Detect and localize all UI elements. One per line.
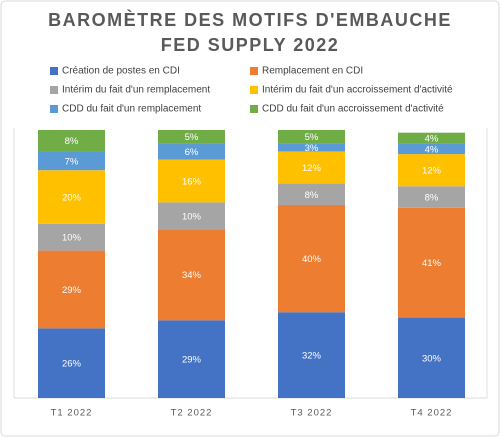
data-label: 30%	[422, 353, 442, 364]
legend-label: Création de postes en CDI	[62, 66, 180, 77]
bar-segment	[398, 317, 465, 398]
data-label: 34%	[182, 270, 202, 281]
data-label: 26%	[62, 359, 82, 370]
data-label: 5%	[185, 132, 199, 143]
legend-swatch	[250, 86, 258, 94]
x-tick-label: T1 2022	[51, 408, 93, 419]
bar-segment	[158, 320, 225, 398]
legend-swatch	[50, 86, 58, 94]
legend-label: Intérim du fait d'un accroissement d'act…	[262, 85, 453, 96]
bar-segment	[278, 143, 345, 152]
bar-segment	[398, 143, 465, 155]
data-label: 5%	[305, 132, 319, 143]
bar-segment	[38, 250, 105, 329]
data-label: 29%	[62, 285, 82, 296]
legend-label: Intérim du fait d'un remplacement	[62, 85, 210, 96]
data-label: 4%	[425, 134, 439, 145]
data-label: 16%	[182, 176, 202, 187]
data-label: 20%	[62, 193, 82, 204]
data-label: 4%	[425, 144, 439, 155]
bar-segment	[38, 170, 105, 224]
bar-segment	[158, 202, 225, 230]
x-tick-label: T4 2022	[411, 408, 453, 419]
legend-swatch	[250, 67, 258, 75]
bar-segment	[278, 312, 345, 398]
legend-swatch	[50, 105, 58, 113]
x-tick-label: T3 2022	[291, 408, 333, 419]
data-label: 10%	[62, 233, 82, 244]
data-label: 6%	[185, 147, 199, 158]
data-label: 8%	[425, 193, 439, 204]
bar-segment	[158, 130, 225, 144]
chart-title: BAROMÈTRE DES MOTIFS D'EMBAUCHE FED SUPP…	[48, 10, 452, 55]
data-label: 8%	[65, 136, 79, 147]
bar-segment	[158, 229, 225, 321]
legend-swatch	[50, 67, 58, 75]
bar-segment	[278, 151, 345, 184]
bar-segment	[278, 205, 345, 313]
bar-segment	[158, 159, 225, 203]
data-label: 12%	[422, 166, 442, 177]
data-label: 40%	[302, 254, 322, 265]
data-label: 41%	[422, 258, 442, 269]
bar-segment	[398, 154, 465, 187]
data-label: 32%	[302, 351, 322, 362]
bar-segment	[398, 132, 465, 144]
x-tick-label: T2 2022	[171, 408, 213, 419]
data-label: 7%	[65, 156, 79, 167]
bar-segment	[158, 143, 225, 160]
data-label: 12%	[302, 163, 322, 174]
bar-segment	[278, 183, 345, 206]
bar-segment	[38, 223, 105, 251]
bar-segment	[278, 130, 345, 144]
bar-segment	[38, 151, 105, 171]
data-label: 29%	[182, 355, 202, 366]
bar-segment	[398, 186, 465, 208]
legend-swatch	[250, 105, 258, 113]
legend-label: CDD du fait d'un accroissement d'activit…	[262, 104, 444, 115]
bar-segment	[38, 328, 105, 398]
bar-segment	[398, 207, 465, 318]
legend-label: CDD du fait d'un remplacement	[62, 104, 201, 115]
bar-segment	[38, 130, 105, 152]
legend-label: Remplacement en CDI	[262, 66, 363, 77]
data-label: 10%	[182, 211, 202, 222]
data-label: 3%	[305, 143, 319, 154]
data-label: 8%	[305, 190, 319, 201]
